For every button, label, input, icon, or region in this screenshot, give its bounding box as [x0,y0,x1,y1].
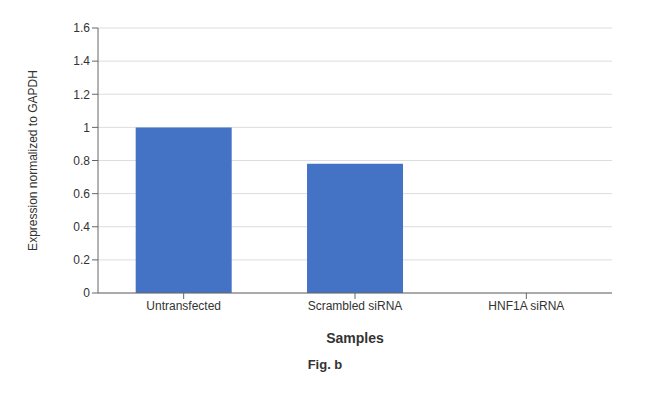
svg-text:0.8: 0.8 [73,154,90,168]
svg-text:HNF1A siRNA: HNF1A siRNA [488,299,564,313]
svg-text:0: 0 [83,286,90,300]
svg-text:0.6: 0.6 [73,187,90,201]
svg-text:0.4: 0.4 [73,220,90,234]
svg-text:Untransfected: Untransfected [146,299,221,313]
svg-text:1.6: 1.6 [73,21,90,35]
svg-text:1: 1 [83,121,90,135]
html-text:Fig. b: Fig. b [307,357,343,372]
svg-text:0.2: 0.2 [73,253,90,267]
svg-text:1.4: 1.4 [73,54,90,68]
svg-text:Expression normalized to GAPDH: Expression normalized to GAPDH [26,70,40,251]
svg-text:Scrambled siRNA: Scrambled siRNA [308,299,403,313]
svg-text:Samples: Samples [326,330,384,346]
svg-text:1.2: 1.2 [73,88,90,102]
